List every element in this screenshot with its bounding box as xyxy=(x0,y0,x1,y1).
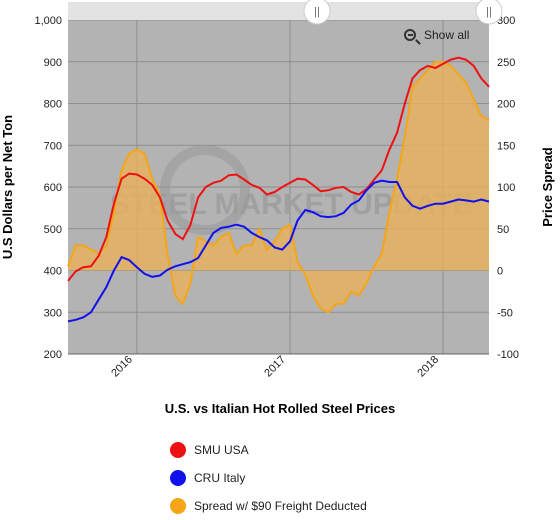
legend-label: Spread w/ $90 Freight Deducted xyxy=(194,499,367,513)
y-tick-right: 100 xyxy=(497,182,515,194)
x-tick-label: 2017 xyxy=(262,354,288,380)
y-tick-left: 400 xyxy=(44,266,62,278)
legend-swatch-smu-usa xyxy=(170,442,186,458)
show-all-button[interactable]: Show all xyxy=(404,28,469,42)
y-tick-left: 800 xyxy=(44,99,62,111)
show-all-label: Show all xyxy=(424,28,470,42)
navigator[interactable]: || || xyxy=(68,0,503,25)
navigator-left-handle-grip: || xyxy=(314,6,320,18)
x-tick-label: 2018 xyxy=(415,354,441,380)
y-tick-left: 300 xyxy=(44,307,62,319)
legend-swatch-spread xyxy=(170,498,186,514)
y-tick-right: 150 xyxy=(497,140,515,152)
y-tick-right: 300 xyxy=(497,15,515,27)
series-smu-usa-line xyxy=(67,56,490,282)
legend-item-spread[interactable]: Spread w/ $90 Freight Deducted xyxy=(170,492,367,520)
y-tick-right: -100 xyxy=(497,349,519,361)
y-tick-right: 200 xyxy=(497,99,515,111)
series-area xyxy=(67,60,490,314)
navigator-left-handle[interactable] xyxy=(303,0,331,25)
y-tick-left: 600 xyxy=(44,182,62,194)
y-tick-right: -50 xyxy=(497,307,513,319)
y-axis-right-title: Price Spread xyxy=(540,147,555,227)
series-lines xyxy=(67,56,490,323)
navigator-right-handle[interactable] xyxy=(475,0,503,25)
series-spread-area xyxy=(68,61,489,313)
y-tick-right: 50 xyxy=(497,224,509,236)
legend-label: CRU Italy xyxy=(194,471,246,485)
y-axis-left-title: U.S Dollars per Net Ton xyxy=(0,115,15,259)
legend: SMU USA CRU Italy Spread w/ $90 Freight … xyxy=(170,436,367,520)
legend-swatch-cru-italy xyxy=(170,470,186,486)
navigator-track[interactable] xyxy=(68,2,489,20)
x-tick-label: 2016 xyxy=(109,354,135,380)
legend-item-cru-italy[interactable]: CRU Italy xyxy=(170,464,367,492)
series-cru-italy-line xyxy=(67,179,490,323)
series-spread-line xyxy=(67,60,490,314)
zoom-out-icon xyxy=(404,29,416,41)
y-tick-left: 500 xyxy=(44,224,62,236)
y-tick-left: 700 xyxy=(44,140,62,152)
y-tick-right: 0 xyxy=(497,266,503,278)
y-tick-left: 900 xyxy=(44,57,62,69)
legend-item-smu-usa[interactable]: SMU USA xyxy=(170,436,367,464)
legend-label: SMU USA xyxy=(194,443,249,457)
chart-title: U.S. vs Italian Hot Rolled Steel Prices xyxy=(165,401,395,416)
navigator-right-handle-grip: || xyxy=(486,6,492,18)
y-tick-right: 250 xyxy=(497,57,515,69)
y-tick-left: 200 xyxy=(44,349,62,361)
y-tick-left: 1,000 xyxy=(34,15,62,27)
